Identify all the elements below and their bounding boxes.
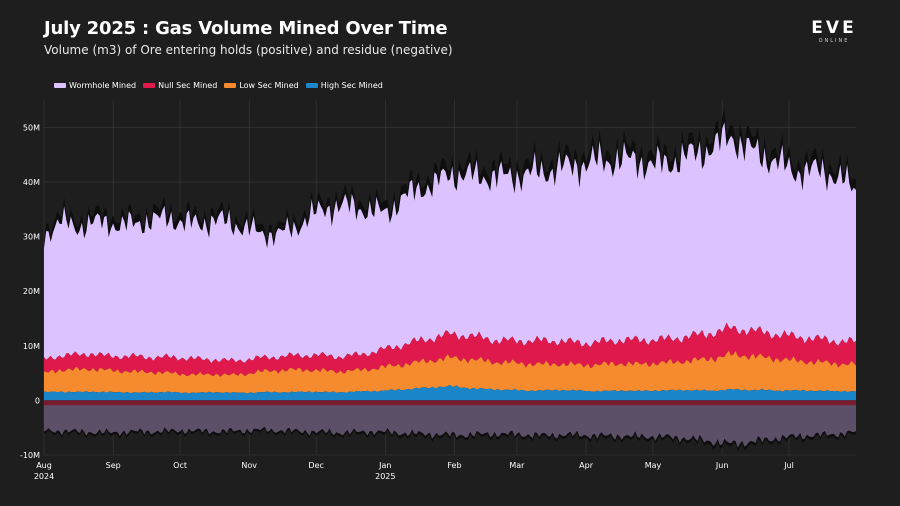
x-tick-label: May <box>645 461 662 470</box>
logo-subtext: ONLINE <box>818 38 850 44</box>
area-residue <box>44 403 856 448</box>
legend-item-lowsec[interactable]: Low Sec Mined <box>224 81 299 90</box>
chart-subtitle: Volume (m3) of Ore entering holds (posit… <box>44 43 453 57</box>
x-tick-label: Oct <box>173 461 187 470</box>
chart-title: July 2025 : Gas Volume Mined Over Time <box>44 18 448 39</box>
x-tick-label: Dec <box>308 461 323 470</box>
legend-swatch-wormhole <box>54 83 66 88</box>
x-tick-label: Jul <box>783 461 794 470</box>
x-tick-sublabel: 2025 <box>375 472 395 481</box>
y-tick-label: 0 <box>35 396 40 405</box>
x-tick-label: Jun <box>715 461 729 470</box>
legend-label-lowsec: Low Sec Mined <box>239 81 299 90</box>
legend-swatch-nullsec <box>143 83 156 88</box>
logo-wordmark: EVE <box>811 18 857 38</box>
eve-online-logo: EVE ONLINE <box>800 20 868 46</box>
residue-top-band <box>44 400 856 406</box>
y-tick-label: -10M <box>20 451 40 460</box>
x-tick-label: Nov <box>241 461 257 470</box>
y-tick-label: 40M <box>23 178 40 187</box>
x-tick-label: Sep <box>106 461 121 470</box>
legend-item-nullsec[interactable]: Null Sec Mined <box>143 81 217 90</box>
legend-swatch-highsec <box>305 83 318 88</box>
legend-label-highsec: High Sec Mined <box>320 81 383 90</box>
legend-item-wormhole[interactable]: Wormhole Mined <box>54 81 136 90</box>
y-tick-label: 50M <box>23 123 40 132</box>
x-tick-label: Mar <box>509 461 525 470</box>
x-tick-label: Aug <box>36 461 52 470</box>
legend-label-wormhole: Wormhole Mined <box>69 81 137 90</box>
x-tick-label: Jan <box>378 461 391 470</box>
legend-label-nullsec: Null Sec Mined <box>158 81 218 90</box>
area-layer <box>44 109 856 452</box>
area-highsec <box>44 385 856 401</box>
x-tick-label: Feb <box>447 461 461 470</box>
legend-item-highsec[interactable]: High Sec Mined <box>305 81 383 90</box>
y-tick-label: 20M <box>23 287 40 296</box>
area-lowsec <box>44 350 856 394</box>
x-tick-sublabel: 2024 <box>34 472 54 481</box>
chart-legend: Wormhole Mined Null Sec Mined Low Sec Mi… <box>54 81 383 90</box>
x-tick-label: Apr <box>579 461 594 470</box>
axis-layer: -10M 0 10M 20M 30M 40M 50M Aug 2024 Sep Oct Nov Dec J… <box>20 123 794 481</box>
area-wormhole <box>44 122 856 364</box>
area-nullsec <box>44 322 856 377</box>
y-tick-label: 10M <box>23 342 40 351</box>
legend-swatch-lowsec <box>224 83 237 88</box>
y-tick-label: 30M <box>23 233 40 242</box>
